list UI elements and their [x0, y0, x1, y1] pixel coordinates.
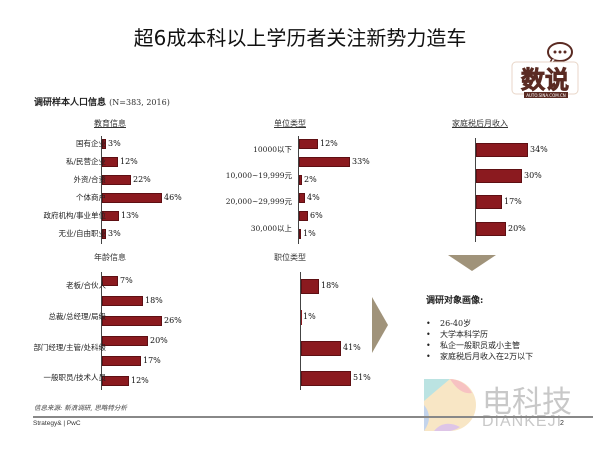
page-title: 超6成本科以上学历者关注新势力造车	[133, 26, 467, 50]
svg-text:数说: 数说	[521, 66, 569, 94]
bar	[299, 229, 301, 239]
bar	[476, 195, 502, 209]
bar	[476, 169, 522, 183]
job-chart: 职位类型 老板/合伙人 18% 总裁/总经理/局级 1% 部门经理/主管/处科级 41…	[33, 250, 380, 395]
employer-chart-title: 单位类型	[274, 119, 306, 128]
diankeji-logo-icon	[424, 379, 476, 431]
employer-chart: 单位类型 国有企业 12% 私/民营企业 33% 外资/合资 2% 个体商户 4% 政府…	[43, 118, 380, 244]
bar	[102, 193, 162, 203]
bar	[299, 157, 350, 167]
bar	[301, 279, 319, 294]
profile-item: 家庭税后月收入在2万以下	[426, 351, 546, 362]
footer-divider	[33, 416, 593, 418]
profile-item: 私企一般职员或小主管	[426, 340, 546, 351]
watermark-cn: 电科技	[482, 385, 572, 420]
arrow-right-icon	[372, 297, 388, 353]
income-chart: 家庭税后月收入 10000以下 34% 10,000~19,999元 30% 20,…	[226, 118, 570, 243]
education-axis	[101, 136, 102, 244]
profile-list: 26-40岁 大学本科学历 私企一般职员或小主管 家庭税后月收入在2万以下	[426, 318, 546, 362]
bar	[476, 143, 528, 157]
income-chart-title: 家庭税后月收入	[452, 119, 508, 128]
age-axis	[101, 272, 102, 390]
job-axis	[300, 272, 301, 390]
education-chart: 教育信息 初中及以下3% 高中/中专/技校12% 大专22% 大学本科46% 硕…	[0, 118, 200, 244]
age-chart-title: 年龄信息	[94, 253, 126, 262]
svg-text:AUTO.SINA.COM.CN: AUTO.SINA.COM.CN	[526, 93, 565, 98]
arrow-down-icon	[448, 255, 496, 271]
bar	[299, 175, 302, 185]
income-axis	[475, 138, 476, 242]
age-chart: 年龄信息 25岁以下7% 26-30岁18% 31-35岁26% 36-40岁2…	[0, 250, 200, 395]
job-chart-title: 职位类型	[274, 253, 306, 262]
bar	[102, 376, 129, 386]
bar	[102, 316, 162, 326]
bar	[102, 336, 148, 346]
sample-info-heading: 调研样本人口信息 (N=383, 2016)	[34, 95, 170, 108]
source-note: 信息来源: 新浪调研, 思略特分析	[34, 404, 127, 412]
profile-heading: 调研对象画像:	[426, 296, 484, 306]
sample-info-note: (N=383, 2016)	[109, 98, 170, 107]
profile-item: 大学本科学历	[426, 329, 546, 340]
bar	[102, 229, 106, 239]
education-chart-title: 教育信息	[94, 119, 126, 128]
bar	[102, 157, 118, 167]
bar	[102, 211, 119, 221]
diankeji-watermark: 电科技 DIANKEJI	[420, 375, 590, 435]
bar	[301, 341, 341, 356]
employer-axis	[298, 136, 299, 244]
bar	[299, 139, 318, 149]
bar	[102, 296, 143, 306]
shushuo-logo-icon: 数说 AUTO.SINA.COM.CN	[511, 42, 579, 98]
bar	[102, 139, 106, 149]
page-number: 2	[560, 420, 564, 427]
sample-info-title: 调研样本人口信息	[34, 98, 107, 108]
bar	[102, 276, 118, 286]
profile-item: 26-40岁	[426, 318, 546, 329]
bar	[299, 193, 305, 203]
bar	[102, 175, 131, 185]
bar	[476, 222, 506, 236]
bar	[301, 371, 351, 386]
footer-brand: Strategy& | PwC	[33, 420, 81, 427]
bar	[299, 211, 308, 221]
bar	[102, 356, 141, 366]
bar	[301, 310, 302, 325]
